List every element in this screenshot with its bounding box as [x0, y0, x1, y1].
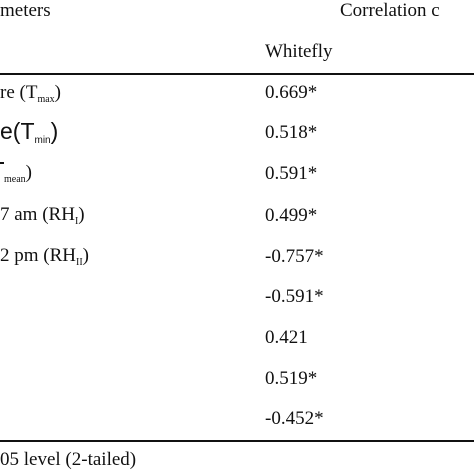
value-cell: 0.499* — [265, 205, 318, 226]
value-cell: 0.669* — [265, 82, 318, 103]
param-tmin: e(Tmin) — [0, 118, 59, 147]
value-cell: 0.518* — [265, 122, 318, 143]
header-rule — [0, 73, 474, 75]
value-cell: -0.452* — [265, 408, 324, 429]
value-cell: 0.519* — [265, 368, 318, 389]
footnote: 05 level (2-tailed) — [0, 449, 137, 470]
value-cell: 0.591* — [265, 163, 318, 184]
whitefly-header: Whitefly — [265, 41, 333, 62]
parameters-header: meters — [0, 0, 51, 21]
value-cell: -0.591* — [265, 286, 324, 307]
param-tmax: re (Tmax) — [0, 82, 61, 105]
value-cell: -0.757* — [265, 246, 324, 267]
param-rh2: 2 pm (RHII) — [0, 245, 89, 268]
param-rh1: 7 am (RHI) — [0, 204, 85, 227]
correlation-header: Correlation c — [340, 0, 440, 21]
bottom-rule — [0, 440, 474, 442]
value-cell: 0.421 — [265, 327, 308, 348]
param-tmean: mean) — [0, 162, 32, 191]
